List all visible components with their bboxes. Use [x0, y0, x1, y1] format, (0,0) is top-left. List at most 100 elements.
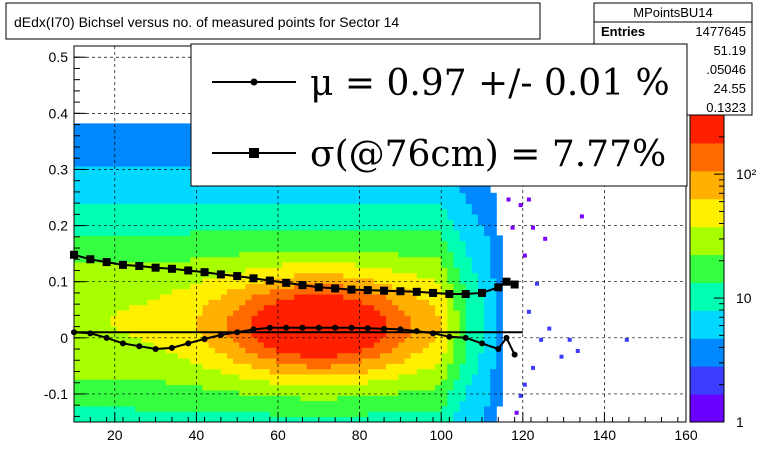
heatmap-cell: [380, 320, 387, 327]
heatmap-cell: [416, 416, 424, 423]
heatmap-cell: [239, 315, 246, 322]
heatmap-cell: [343, 256, 350, 263]
heatmap-cell: [171, 347, 179, 354]
heatmap-cell: [141, 384, 148, 391]
heatmap-cell: [159, 134, 167, 140]
heatmap-cell: [184, 406, 191, 412]
heatmap-cell: [373, 374, 381, 380]
heatmap-cell: [178, 128, 185, 135]
heatmap-cell: [92, 374, 99, 380]
heatmap-cell: [159, 406, 167, 412]
heatmap-cell: [471, 310, 479, 316]
heatmap-cell: [453, 416, 460, 423]
heatmap-cell: [398, 256, 405, 263]
heatmap-cell: [141, 192, 148, 199]
heatmap-cell: [233, 374, 240, 380]
heatmap-cell: [471, 326, 479, 332]
heatmap-cell: [135, 310, 142, 316]
heatmap-cell: [86, 379, 93, 386]
heatmap-cell: [459, 379, 467, 386]
heatmap-cell: [123, 224, 130, 231]
heatmap-cell: [306, 320, 314, 327]
series-point: [461, 290, 470, 299]
heatmap-cell: [227, 384, 234, 391]
heatmap-cell: [367, 368, 375, 375]
heatmap-cell: [202, 294, 210, 300]
heatmap-cell: [318, 256, 326, 263]
heatmap-cell: [251, 203, 259, 210]
heatmap-cell: [392, 315, 399, 322]
heatmap-cell: [441, 256, 448, 263]
heatmap-cell: [104, 219, 112, 226]
heatmap-cell: [343, 358, 350, 364]
heatmap-cell: [135, 406, 142, 412]
heatmap-cell: [435, 256, 442, 263]
heatmap-cell: [165, 368, 173, 375]
heatmap-cell: [398, 384, 405, 391]
heatmap-cell: [233, 395, 240, 402]
heatmap-cell: [123, 182, 130, 188]
heatmap-cell: [239, 395, 246, 402]
heatmap-cell: [306, 208, 314, 215]
heatmap-cell: [184, 416, 191, 423]
heatmap-cell: [141, 374, 148, 380]
heatmap-cell: [159, 192, 167, 199]
heatmap-cell: [282, 224, 289, 231]
heatmap-cell: [386, 230, 393, 236]
colorbar-swatch: [690, 170, 724, 200]
heatmap-cell: [239, 192, 246, 199]
heatmap-cell: [392, 342, 399, 348]
heatmap-cell: [178, 278, 185, 284]
heatmap-cell: [398, 310, 405, 316]
heatmap-cell: [276, 214, 283, 220]
series-point: [167, 264, 176, 273]
heatmap-cell: [441, 192, 448, 199]
heatmap-cell: [98, 144, 106, 151]
heatmap-cell: [276, 315, 283, 322]
heatmap-cell: [490, 299, 497, 306]
heatmap-cell: [282, 395, 289, 402]
heatmap-cell: [257, 288, 265, 295]
heatmap-cell: [447, 214, 454, 220]
heatmap-cell: [386, 294, 393, 300]
heatmap-cell: [129, 272, 136, 279]
heatmap-cell: [220, 395, 228, 402]
heatmap-cell: [447, 358, 454, 364]
heatmap-cell: [380, 198, 387, 204]
heatmap-cell: [116, 390, 124, 396]
heatmap-cell: [92, 406, 99, 412]
heatmap-cell: [257, 347, 265, 354]
heatmap-cell: [178, 315, 185, 322]
heatmap-cell: [380, 347, 387, 354]
heatmap-cell: [398, 251, 405, 258]
heatmap-cell: [380, 208, 387, 215]
heatmap-cell: [349, 395, 356, 402]
heatmap-cell: [490, 342, 497, 348]
heatmap-cell: [465, 208, 473, 215]
heatmap-cell: [233, 379, 240, 386]
heatmap-cell: [441, 288, 448, 295]
heatmap-cell: [196, 214, 203, 220]
heatmap-cell: [367, 219, 375, 226]
heatmap-cell: [257, 192, 265, 199]
heatmap-cell: [116, 278, 124, 284]
heatmap-cell: [184, 230, 191, 236]
heatmap-cell: [98, 368, 106, 375]
heatmap-cell: [404, 198, 412, 204]
heatmap-cell: [263, 256, 271, 263]
heatmap-cell: [110, 219, 118, 226]
heatmap-cell: [453, 374, 460, 380]
heatmap-cell: [239, 267, 246, 274]
heatmap-cell: [343, 219, 350, 226]
heatmap-cell: [147, 128, 154, 135]
x-tick-label: 140: [593, 427, 617, 443]
heatmap-cell: [312, 256, 320, 263]
heatmap-cell: [159, 176, 167, 183]
heatmap-cell: [116, 203, 124, 210]
heatmap-cell: [80, 272, 87, 279]
heatmap-cell: [116, 336, 124, 343]
heatmap-cell: [135, 395, 142, 402]
heatmap-cell: [159, 379, 167, 386]
heatmap-cell: [490, 416, 497, 423]
heatmap-cell: [116, 315, 124, 322]
